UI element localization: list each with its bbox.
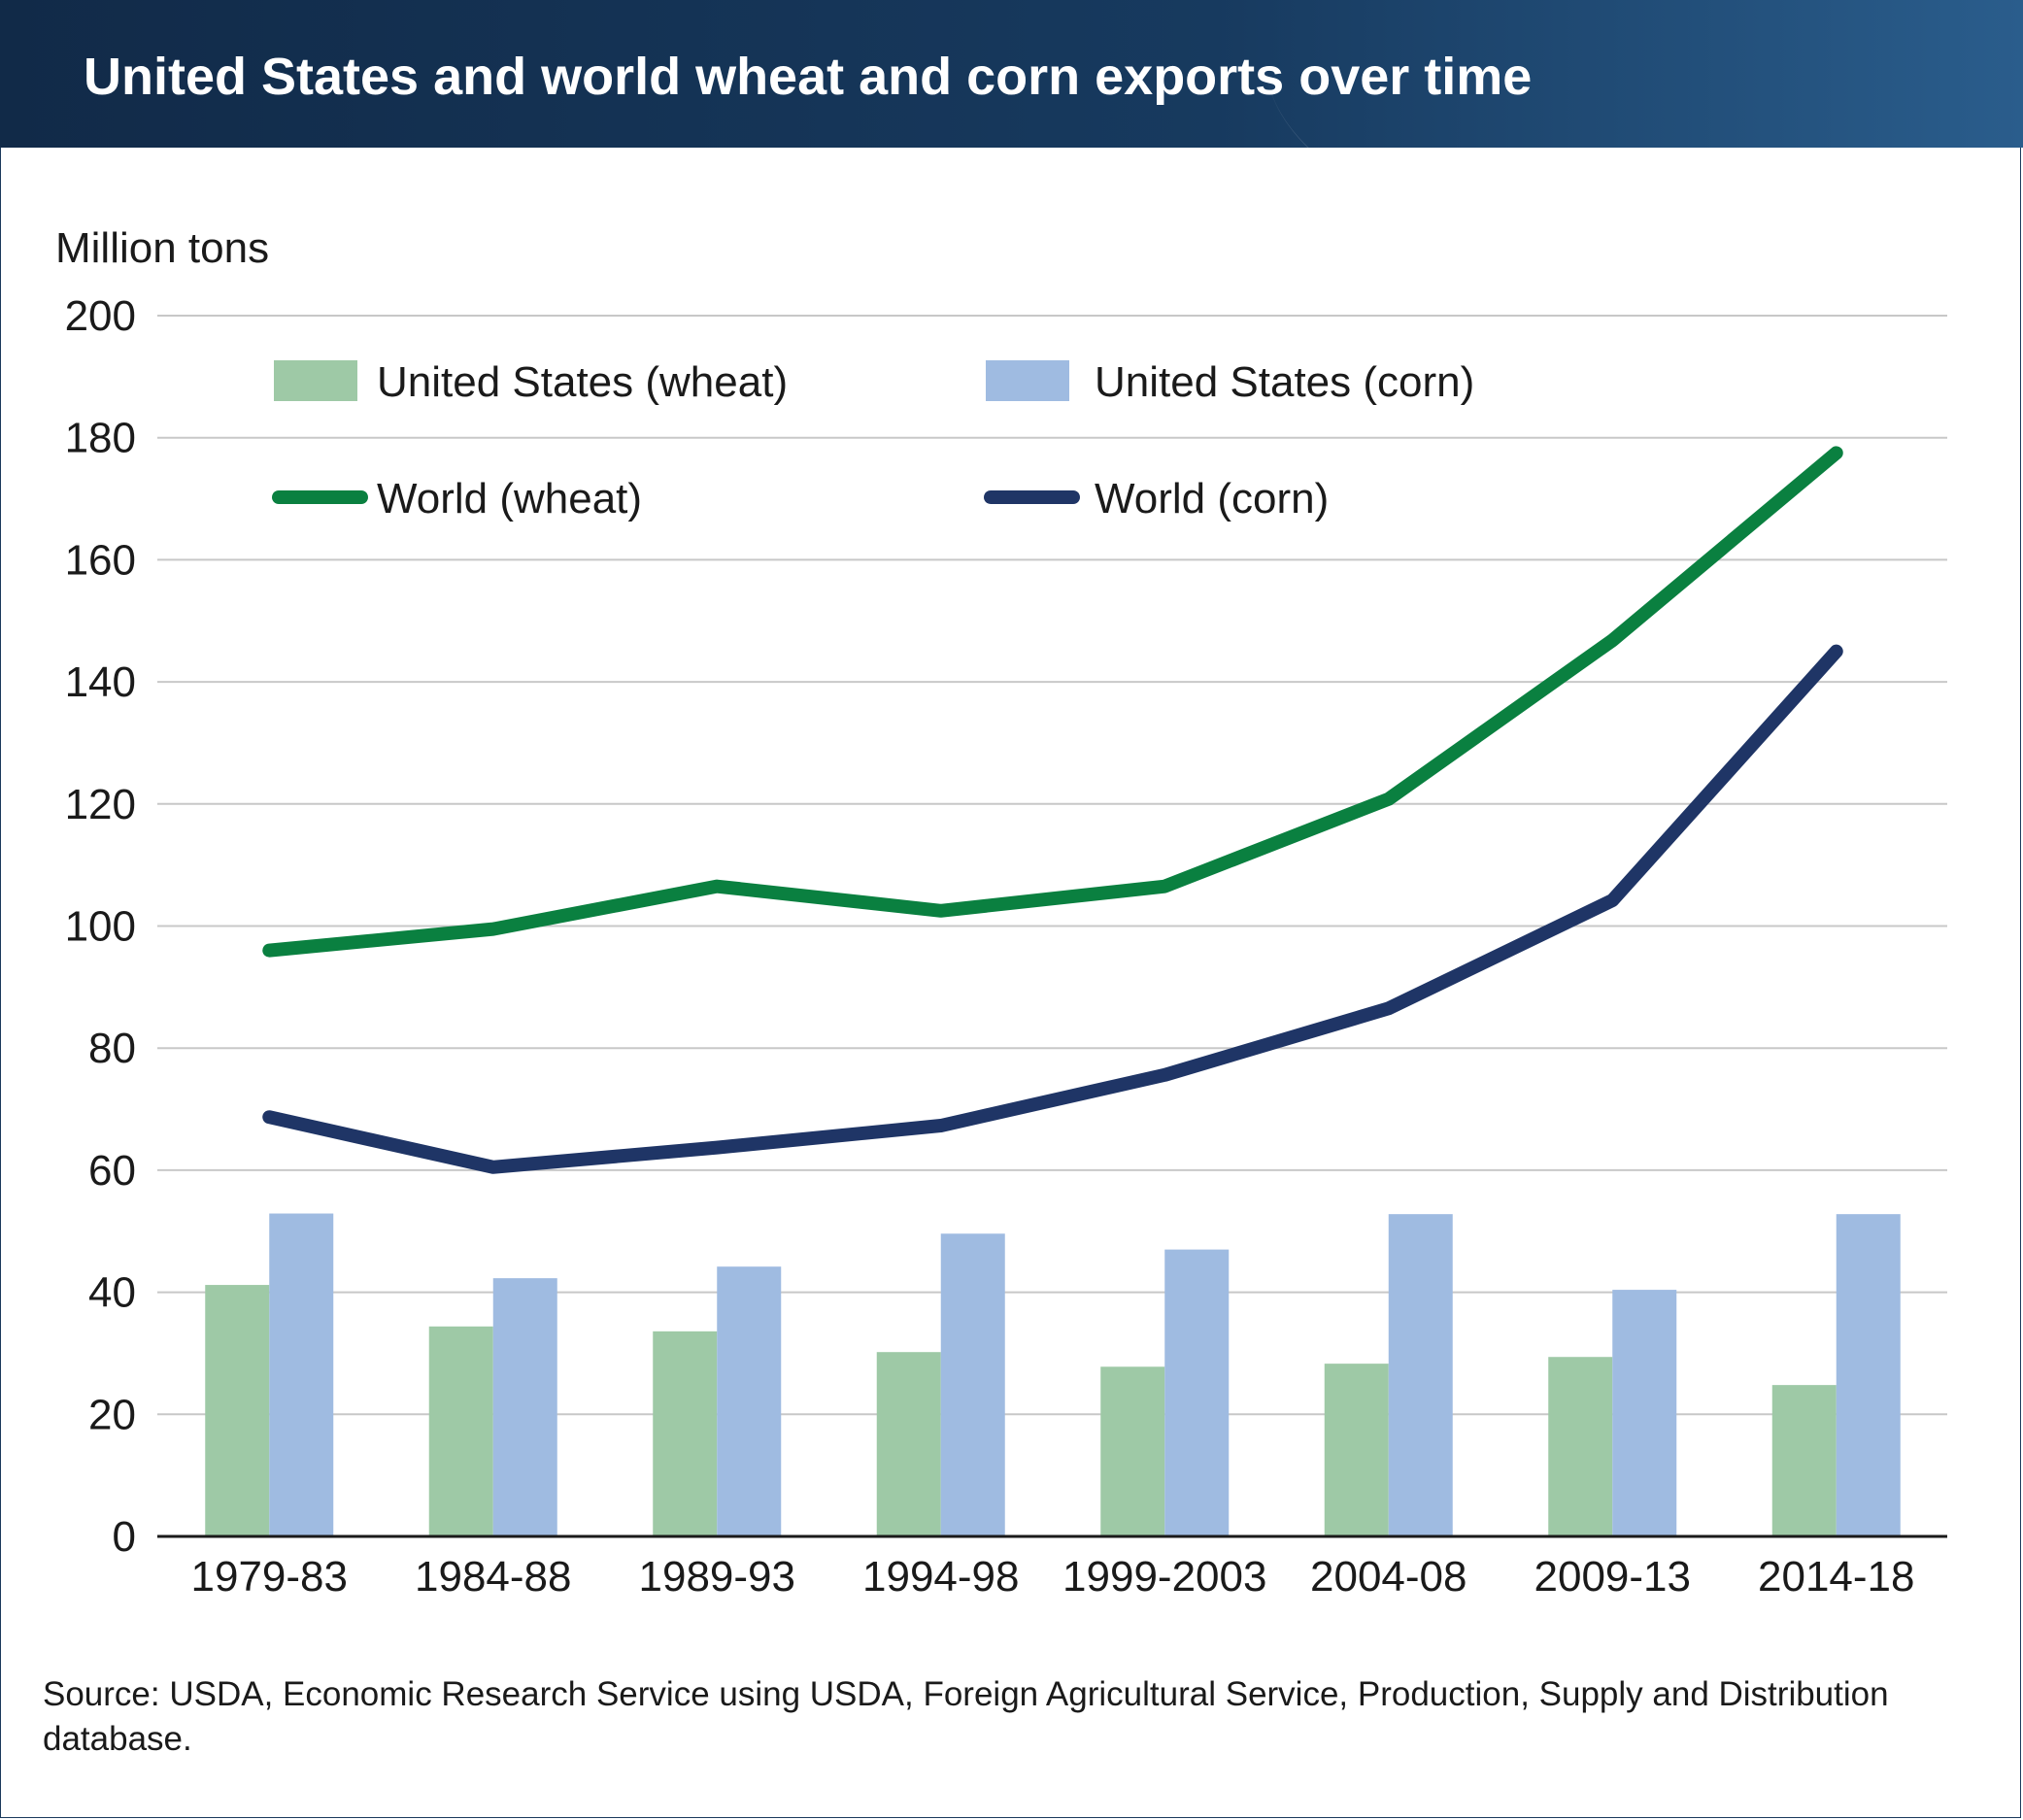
legend-label: United States (corn)	[1095, 358, 1474, 406]
legend-label: United States (wheat)	[377, 358, 788, 406]
exports-chart: Million tons 0 20 40 60 80 100 120 140 160 180 200…	[55, 224, 1947, 1601]
bar	[1771, 1385, 1837, 1536]
chart-title: United States and world wheat and corn e…	[84, 48, 1533, 106]
bar-series-us-corn	[269, 1213, 1901, 1536]
x-tick-label: 1989-93	[639, 1553, 795, 1601]
bar	[205, 1285, 270, 1536]
bar	[653, 1331, 718, 1536]
legend-item: United States (wheat)	[274, 358, 788, 406]
y-tick-label: 140	[65, 658, 136, 706]
bar	[1388, 1214, 1453, 1536]
legend-swatch	[274, 360, 357, 401]
bar	[492, 1278, 557, 1536]
bar	[428, 1326, 493, 1536]
legend-swatch	[986, 360, 1069, 401]
x-tick-label: 2004-08	[1310, 1553, 1467, 1601]
bar	[269, 1213, 334, 1536]
bar-series-us-wheat	[205, 1285, 1837, 1536]
source-note: Source: USDA, Economic Research Service …	[43, 1675, 1889, 1758]
x-tick-label: 1994-98	[862, 1553, 1019, 1601]
x-tick-label: 2014-18	[1758, 1553, 1914, 1601]
bar	[1324, 1364, 1389, 1536]
bar	[1100, 1366, 1165, 1536]
x-tick-label: 1984-88	[415, 1553, 571, 1601]
bar	[1548, 1357, 1613, 1536]
y-tick-label: 0	[113, 1513, 136, 1561]
legend-label: World (corn)	[1095, 475, 1329, 522]
bar	[940, 1233, 1005, 1536]
series-line-world-corn	[262, 644, 1843, 1174]
legend-label: World (wheat)	[377, 475, 642, 522]
legend-item: World (corn)	[984, 475, 1329, 522]
title-banner: United States and world wheat and corn e…	[0, 0, 2023, 148]
bar	[876, 1352, 941, 1536]
x-axis: 1979-83 1984-88 1989-93 1994-98 1999-2003 200…	[157, 1534, 1947, 1601]
bar	[1164, 1249, 1230, 1536]
gridlines	[157, 315, 1947, 1416]
bar	[1612, 1290, 1677, 1536]
y-tick-label: 120	[65, 781, 136, 828]
y-tick-label: 200	[65, 292, 136, 340]
y-tick-label: 160	[65, 536, 136, 584]
line-series	[262, 446, 1843, 1174]
y-tick-label: 100	[65, 903, 136, 951]
bar-series	[205, 1213, 1901, 1536]
y-tick-label: 20	[88, 1391, 136, 1438]
legend: United States (wheat) United States (corn…	[272, 358, 1474, 522]
bar	[1836, 1214, 1901, 1536]
x-tick-label: 1999-2003	[1062, 1553, 1266, 1601]
series-line-world-wheat	[262, 446, 1843, 958]
x-tick-label: 1979-83	[191, 1553, 348, 1601]
y-tick-label: 40	[88, 1269, 136, 1317]
y-tick-label: 80	[88, 1025, 136, 1072]
y-tick-label: 180	[65, 415, 136, 462]
legend-item: World (wheat)	[272, 475, 642, 522]
y-axis-label: Million tons	[55, 224, 269, 272]
bar	[717, 1266, 782, 1536]
y-tick-label: 60	[88, 1147, 136, 1195]
y-tick-labels: 0 20 40 60 80 100 120 140 160 180 200	[65, 292, 136, 1561]
x-tick-label: 2009-13	[1534, 1553, 1691, 1601]
legend-item: United States (corn)	[986, 358, 1474, 406]
